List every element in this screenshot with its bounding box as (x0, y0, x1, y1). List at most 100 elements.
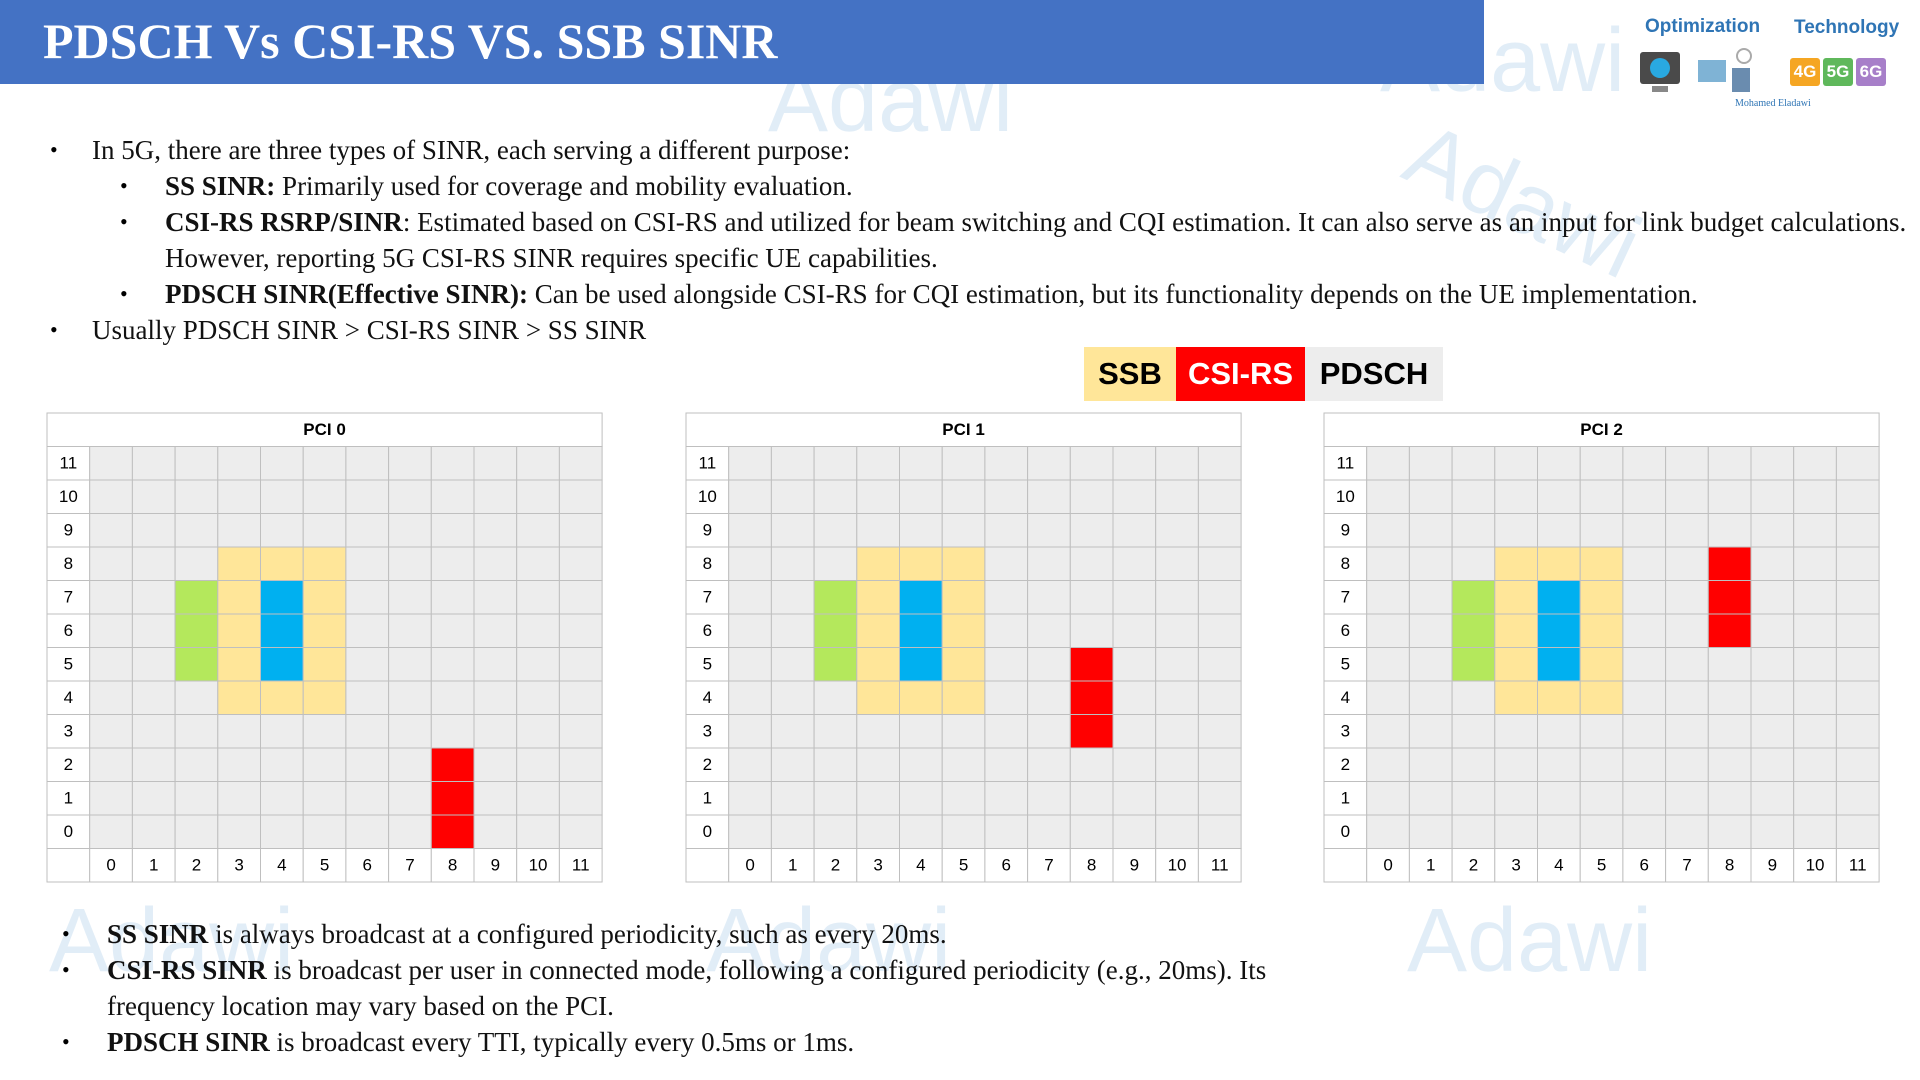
column-label: 5 (320, 856, 329, 875)
bullet: • (120, 209, 128, 234)
column-label-cell (430, 848, 475, 883)
cell (1750, 714, 1795, 749)
column-label: 0 (106, 856, 115, 875)
sub-item: CSI-RS RSRP/SINR: Estimated based on CSI… (165, 204, 1907, 276)
cell (217, 546, 262, 581)
column-label-cell (260, 848, 304, 883)
cell (1451, 446, 1496, 481)
cell (131, 479, 176, 514)
row-label: 5 (703, 655, 712, 674)
column-label: 11 (1211, 856, 1229, 875)
cell (1069, 580, 1114, 615)
cell (770, 613, 815, 648)
cell (1027, 714, 1071, 749)
column-label: 0 (1383, 856, 1392, 875)
bold-text: CSI-RS RSRP/SINR (165, 207, 403, 237)
cell (516, 747, 560, 782)
cell (1494, 714, 1539, 749)
cell (1366, 513, 1410, 548)
column-label-cell (1027, 848, 1071, 883)
corner-cell (685, 848, 730, 883)
cell (1579, 747, 1624, 782)
cell (558, 647, 603, 682)
column-label-cell (1750, 848, 1795, 883)
cell (1112, 546, 1157, 581)
cell (728, 747, 772, 782)
cell (1494, 647, 1539, 682)
cell (984, 479, 1029, 514)
cell (770, 446, 815, 481)
cell (1027, 781, 1071, 816)
cell (217, 747, 262, 782)
legend: SSB CSI-RS PDSCH (1084, 347, 1443, 401)
cell (1750, 747, 1795, 782)
watermark: Adawi (1407, 891, 1653, 991)
cell (1155, 580, 1199, 615)
cell (1155, 546, 1199, 581)
column-label: 9 (1130, 856, 1139, 875)
cell (430, 546, 475, 581)
note: SS SINR is always broadcast at a configu… (107, 916, 1327, 952)
cell (1750, 446, 1795, 481)
cell (770, 647, 815, 682)
cell (1793, 714, 1837, 749)
cell (260, 747, 304, 782)
note: PDSCH SINR is broadcast every TTI, typic… (107, 1024, 1327, 1060)
column-label: 2 (192, 856, 201, 875)
cell (1408, 446, 1453, 481)
cell (1622, 513, 1667, 548)
cell (941, 747, 986, 782)
row-label-cell (46, 546, 91, 581)
cell (1408, 747, 1453, 782)
cell (89, 580, 133, 615)
cell (941, 613, 986, 648)
cell (516, 781, 560, 816)
row-label-cell (46, 680, 91, 715)
cell (473, 680, 518, 715)
row-label-cell (46, 513, 91, 548)
cell (1155, 513, 1199, 548)
cell (1027, 446, 1071, 481)
row-label: 7 (703, 588, 712, 607)
column-label-cell (1622, 848, 1667, 883)
cell (984, 781, 1029, 816)
cell (984, 613, 1029, 648)
row-label-cell (685, 680, 730, 715)
cell (1451, 680, 1496, 715)
row-label: 2 (1341, 755, 1350, 774)
cell (217, 446, 262, 481)
cell (856, 781, 900, 816)
cell (1451, 580, 1496, 615)
cell (1069, 747, 1114, 782)
cell (1537, 747, 1581, 782)
cell (899, 546, 943, 581)
column-label: 4 (916, 856, 925, 875)
cell (1622, 714, 1667, 749)
cell (1622, 613, 1667, 648)
bold-text: SS SINR: (165, 171, 276, 201)
cell (1707, 747, 1752, 782)
cell (345, 747, 390, 782)
column-label-cell (856, 848, 900, 883)
row-label-cell (685, 647, 730, 682)
cell (1408, 781, 1453, 816)
cell (1197, 546, 1242, 581)
row-label: 9 (1341, 521, 1350, 540)
cell (1155, 814, 1199, 849)
column-label-cell (899, 848, 943, 883)
note: CSI-RS SINR is broadcast per user in con… (107, 952, 1327, 1024)
cell (1027, 479, 1071, 514)
cell (899, 580, 943, 615)
cell (1537, 546, 1581, 581)
badges: 4G 5G 6G (1790, 58, 1886, 86)
text: is broadcast every TTI, typically every … (269, 1027, 855, 1057)
cell (1707, 513, 1752, 548)
cell (1366, 680, 1410, 715)
cell (1366, 479, 1410, 514)
cell (813, 613, 858, 648)
column-label-cell (1494, 848, 1539, 883)
cell (1665, 747, 1709, 782)
title: PDSCH Vs CSI-RS VS. SSB SINR (43, 13, 778, 69)
cell (1622, 479, 1667, 514)
cell (89, 479, 133, 514)
